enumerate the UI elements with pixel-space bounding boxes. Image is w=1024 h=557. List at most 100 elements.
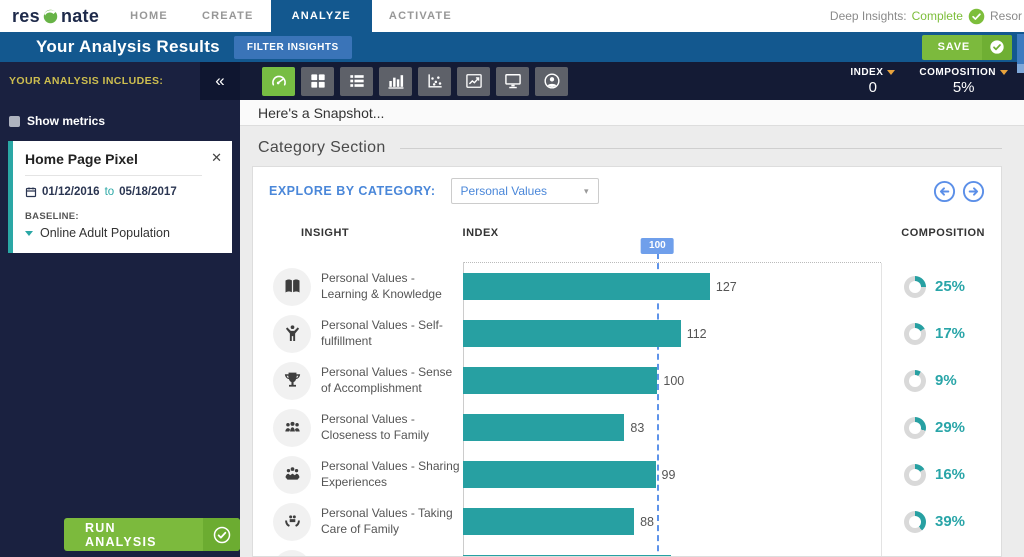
insight-column-header: INSIGHT: [269, 227, 463, 239]
composition-value: 39%: [935, 513, 965, 530]
composition-value: 17%: [935, 325, 965, 342]
logo-text-pre: res: [12, 6, 40, 27]
index-value: 88: [640, 515, 654, 529]
composition-dropdown-label: COMPOSITION: [919, 67, 996, 78]
insight-row[interactable]: Personal Values - Self-fulfillment112 17%: [269, 310, 985, 357]
index-bar[interactable]: [463, 461, 656, 488]
insight-row[interactable]: Personal Values - Taking Care of Family 8…: [269, 498, 985, 545]
run-check-icon: [203, 518, 240, 551]
insight-row[interactable]: Personal Values - Closeness to Family 83 2…: [269, 404, 985, 451]
index-bar-cell: 127: [463, 273, 881, 300]
composition-donut: [904, 276, 926, 298]
index-bar-cell: 112: [463, 320, 881, 347]
index-bar-cell: 88: [463, 508, 881, 535]
calendar-icon: [25, 186, 37, 198]
composition-cell: 39%: [881, 498, 985, 545]
monitor-button[interactable]: [496, 67, 529, 96]
composition-column-header: COMPOSITION: [879, 227, 985, 239]
monitor-icon: [503, 71, 523, 91]
index-bar-cell: 100: [463, 367, 881, 394]
chevron-down-icon: ▾: [584, 186, 589, 197]
baseline-value: Online Adult Population: [40, 226, 170, 240]
index-bar[interactable]: [463, 367, 657, 394]
index-dropdown-value: 0: [850, 79, 895, 96]
next-category-button[interactable]: [962, 180, 985, 203]
trophy-icon: [273, 362, 311, 400]
nav-tab-home[interactable]: HOME: [113, 0, 185, 32]
index-threshold-dropdown[interactable]: INDEX 0: [850, 67, 895, 96]
care-icon: [273, 503, 311, 541]
insight-label: Personal Values - Taking Care of Family: [321, 506, 463, 537]
grid-view-icon: [308, 71, 328, 91]
list-view-button[interactable]: [340, 67, 373, 96]
insight-row[interactable]: Personal Values - Learning & Knowledge12…: [269, 263, 985, 310]
composition-donut: [904, 323, 926, 345]
chart-body: 100 Personal Values - Learning & Knowled…: [269, 263, 985, 557]
insight-cell: Personal Values - Self-fulfillment: [269, 315, 463, 353]
app-root: res nate HOMECREATEANALYZEACTIVATE Deep …: [0, 0, 1024, 557]
index-bar[interactable]: [463, 508, 634, 535]
sidebar-collapse-button[interactable]: «: [200, 62, 240, 100]
title-bar: Your Analysis Results FILTER INSIGHTS SA…: [0, 32, 1024, 62]
family-icon: [273, 409, 311, 447]
clipped-edge-button[interactable]: [1017, 34, 1024, 64]
show-metrics-checkbox[interactable]: [9, 116, 20, 127]
composition-cell: 17%: [881, 310, 985, 357]
index-value: 100: [663, 374, 684, 388]
date-to-word: to: [105, 186, 115, 198]
filter-insights-button[interactable]: FILTER INSIGHTS: [234, 36, 352, 59]
deep-insights-value: Complete: [912, 9, 963, 23]
nav-tab-activate[interactable]: ACTIVATE: [372, 0, 469, 32]
index-bar[interactable]: [463, 414, 624, 441]
main-content: INDEX 0 COMPOSITION 5% Here's a Snapshot…: [240, 62, 1024, 557]
user-profile-button[interactable]: [535, 67, 568, 96]
insight-cell: Personal Values - Closeness to Family: [269, 409, 463, 447]
baseline-dropdown[interactable]: Online Adult Population: [25, 226, 222, 240]
show-metrics-label: Show metrics: [27, 114, 105, 128]
section-divider: [400, 148, 1002, 149]
clipped-edge-button-2[interactable]: [1017, 64, 1024, 73]
index-bar-cell: 99: [463, 461, 881, 488]
insight-row[interactable]: Personal Values - Sharing Experiences99 1…: [269, 451, 985, 498]
insight-row[interactable]: Personal Values -: [269, 545, 985, 557]
save-button-label: SAVE: [922, 41, 982, 53]
composition-value: 29%: [935, 419, 965, 436]
grid-view-button[interactable]: [301, 67, 334, 96]
nav-tab-create[interactable]: CREATE: [185, 0, 271, 32]
save-button[interactable]: SAVE: [922, 35, 1012, 60]
user-profile-icon: [542, 71, 562, 91]
self-fulfillment-icon: [273, 315, 311, 353]
table-header-row: INSIGHT INDEX COMPOSITION: [269, 227, 985, 239]
prev-category-button[interactable]: [933, 180, 956, 203]
audience-card: Home Page Pixel ✕ 01/12/2016 to 05/18/20…: [8, 141, 232, 253]
dashboard-gauge-button[interactable]: [262, 67, 295, 96]
truncated-menu-text[interactable]: Resor: [990, 9, 1022, 23]
composition-value: 16%: [935, 466, 965, 483]
category-select[interactable]: Personal Values ▾: [451, 178, 599, 204]
chevron-down-icon: [887, 70, 895, 75]
insight-cell: Personal Values - Sharing Experiences: [269, 456, 463, 494]
personal-values-icon: [273, 550, 311, 557]
resonate-logo[interactable]: res nate: [0, 0, 113, 32]
index-value: 83: [630, 421, 644, 435]
bar-chart-button[interactable]: [379, 67, 412, 96]
run-analysis-button[interactable]: RUN ANALYSIS: [64, 518, 240, 551]
date-from: 01/12/2016: [42, 186, 100, 198]
deep-insights-label: Deep Insights:: [830, 9, 907, 23]
scatter-plot-button[interactable]: [418, 67, 451, 96]
index-bar[interactable]: [463, 320, 681, 347]
insight-cell: Personal Values - Learning & Knowledge: [269, 268, 463, 306]
chevron-down-icon: [1000, 70, 1008, 75]
index-bar[interactable]: [463, 273, 710, 300]
composition-cell: 25%: [881, 263, 985, 310]
toolbar-buttons: [262, 67, 568, 96]
composition-threshold-dropdown[interactable]: COMPOSITION 5%: [919, 67, 1008, 96]
line-chart-button[interactable]: [457, 67, 490, 96]
nav-tab-analyze[interactable]: ANALYZE: [271, 0, 372, 32]
insight-row[interactable]: Personal Values - Sense of Accomplishmen…: [269, 357, 985, 404]
composition-cell: 9%: [881, 357, 985, 404]
deep-insights-status: Deep Insights: Complete Resor: [830, 0, 1024, 32]
composition-cell: 16%: [881, 451, 985, 498]
card-close-icon[interactable]: ✕: [211, 150, 222, 166]
snapshot-header: Here's a Snapshot...: [240, 100, 1024, 126]
